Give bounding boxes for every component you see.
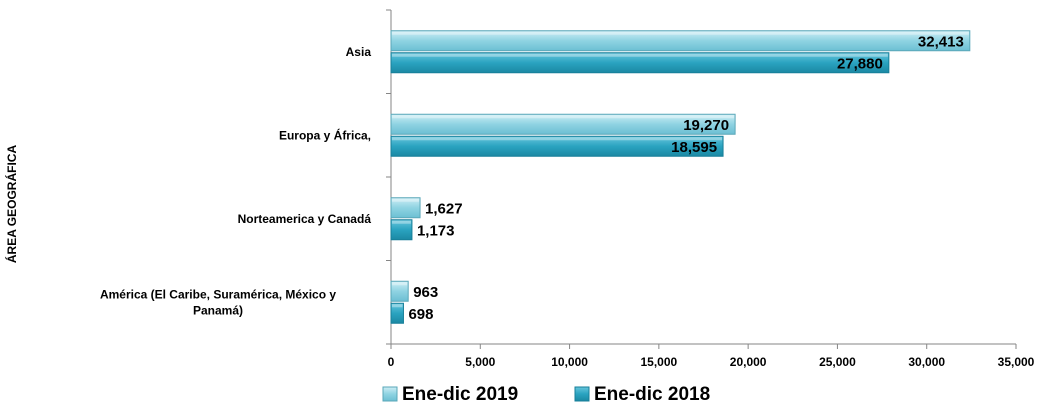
legend-label: Ene-dic 2019	[402, 384, 518, 405]
bar	[390, 52, 890, 74]
data-label: 27,880	[837, 55, 883, 72]
bar-highlight	[392, 53, 888, 57]
legend-swatch	[574, 386, 590, 402]
data-label: 1,627	[425, 200, 463, 217]
bar	[390, 30, 971, 52]
legend-swatch	[382, 386, 398, 402]
y-axis-title: ÁREA GEOGRÁFICA	[4, 145, 19, 264]
bar-highlight	[392, 198, 420, 202]
x-tick-label: 35,000	[998, 355, 1035, 369]
category-label: Europa y África,	[279, 127, 371, 142]
bar	[390, 197, 421, 219]
data-label: 19,270	[683, 117, 729, 134]
x-tick-label: 25,000	[819, 355, 856, 369]
legend: Ene-dic 2019 Ene-dic 2018	[382, 384, 710, 405]
data-label: 1,173	[417, 222, 455, 239]
bar-highlight	[392, 220, 411, 224]
x-tick-label: 15,000	[641, 355, 678, 369]
data-label: 18,595	[671, 139, 717, 156]
x-tick-label: 10,000	[551, 355, 588, 369]
legend-item: Ene-dic 2019	[382, 384, 518, 405]
data-label: 32,413	[918, 33, 964, 50]
data-label: 963	[413, 284, 438, 301]
bar	[390, 113, 736, 135]
bar	[390, 302, 404, 324]
bar	[390, 280, 409, 302]
bar	[390, 219, 413, 241]
legend-label: Ene-dic 2018	[594, 384, 710, 405]
data-label: 698	[408, 306, 433, 323]
bar-highlight	[392, 31, 969, 35]
category-label: América (El Caribe, Suramérica, México y…	[100, 287, 336, 317]
x-tick-label: 20,000	[730, 355, 767, 369]
bar-highlight	[392, 137, 723, 141]
bar-highlight	[392, 282, 408, 286]
category-label: Norteamerica y Canadá	[238, 212, 372, 226]
x-tick-label: 0	[388, 355, 395, 369]
bar-highlight	[392, 304, 403, 308]
bar	[390, 135, 724, 157]
legend-item: Ene-dic 2018	[574, 384, 710, 405]
bar-highlight	[392, 115, 735, 119]
x-tick-label: 5,000	[465, 355, 495, 369]
x-tick-label: 30,000	[908, 355, 945, 369]
category-label: Asia	[346, 45, 372, 59]
